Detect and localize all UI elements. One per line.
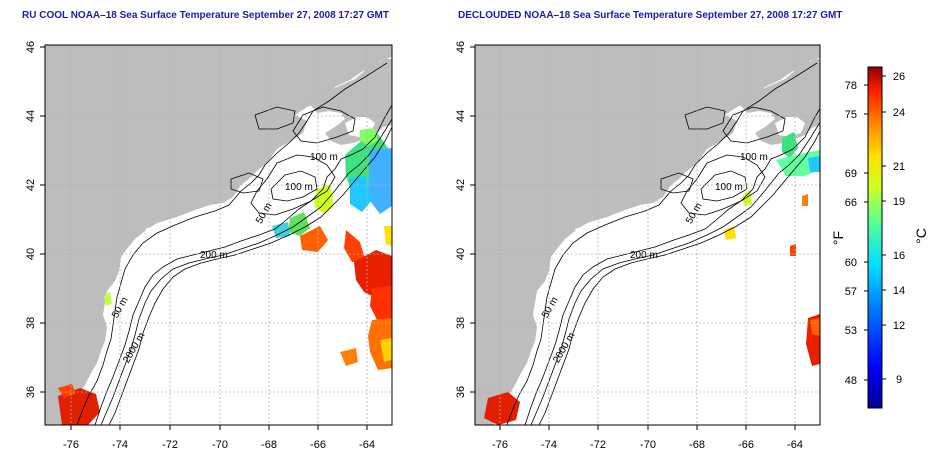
left-y-tick-label: 46: [25, 41, 37, 53]
left-y-tick-label: 38: [25, 317, 37, 329]
right-y-tick-label: 44: [455, 110, 467, 122]
right-x-tick-label: -74: [541, 439, 557, 451]
colorbar-fahrenheit-tick: 69: [845, 168, 857, 180]
right-sst-pixels: [484, 132, 820, 425]
left-y-axis: 46 44 42 40 38 36: [25, 41, 45, 398]
colorbar-fahrenheit-tick: 57: [845, 286, 857, 298]
colorbar-celsius-tick: 21: [893, 161, 905, 173]
left-map-frame: [44, 44, 393, 426]
right-x-tick-label: -68: [689, 439, 705, 451]
right-x-tick-label: -66: [738, 439, 754, 451]
celsius-unit-label: °C: [913, 228, 929, 244]
fahrenheit-unit-label: °F: [830, 231, 846, 245]
left-y-tick-label: 36: [25, 386, 37, 398]
left-map-title: RU COOL NOAA–18 Sea Surface Temperature …: [22, 10, 389, 21]
right-contour-label-100m-south: 100 m: [715, 182, 743, 193]
left-x-tick-label: -66: [310, 439, 326, 451]
left-x-tick-label: -76: [63, 439, 79, 451]
left-x-tick-label: -68: [261, 439, 277, 451]
right-y-tick-label: 42: [455, 179, 467, 191]
left-grid: [45, 45, 392, 425]
colorbar-celsius-tick: 19: [893, 196, 905, 208]
colorbar-fahrenheit-tick: 53: [845, 325, 857, 337]
left-map-panel: 100 m 100 m 50 m 200 m 50 m 2000 m -76 -…: [25, 41, 393, 451]
colorbar-fahrenheit-tick: 75: [845, 109, 857, 121]
colorbar-fahrenheit-tick: 48: [845, 375, 857, 387]
colorbar-celsius-tick: 14: [893, 285, 905, 297]
left-sst-pixels: [58, 128, 392, 425]
right-y-tick-label: 40: [455, 248, 467, 260]
colorbar-celsius-tick: 24: [893, 107, 905, 119]
left-x-tick-label: -74: [112, 439, 128, 451]
colorbar-fahrenheit-tick: 78: [845, 80, 857, 92]
right-y-tick-label: 38: [455, 317, 467, 329]
right-x-tick-label: -72: [590, 439, 606, 451]
left-y-tick-label: 44: [25, 110, 37, 122]
colorbar-celsius-tick: 16: [893, 250, 905, 262]
left-x-tick-label: -72: [162, 439, 178, 451]
left-contour-label-200m: 200 m: [200, 250, 228, 261]
right-contour-label-200m: 200 m: [630, 250, 658, 261]
temperature-colorbar: 78 75 69 66 60 57 53 48 26 24 21 19 16 1…: [830, 66, 929, 409]
colorbar-celsius-tick: 9: [896, 374, 902, 386]
right-x-tick-label: -76: [492, 439, 508, 451]
right-contour-label-100m-north: 100 m: [740, 152, 768, 163]
left-y-tick-label: 40: [25, 248, 37, 260]
right-y-axis: 46 44 42 40 38 36: [455, 41, 475, 398]
colorbar-celsius-tick: 12: [893, 320, 905, 332]
right-grid: [475, 45, 820, 425]
left-x-tick-label: -64: [359, 439, 375, 451]
left-contour-label-100m-south: 100 m: [285, 182, 313, 193]
right-y-tick-label: 46: [455, 41, 467, 53]
left-x-axis: -76 -74 -72 -70 -68 -66 -64: [63, 425, 375, 451]
right-x-tick-label: -64: [787, 439, 803, 451]
colorbar-fahrenheit-tick: 66: [845, 197, 857, 209]
right-x-tick-label: -70: [640, 439, 656, 451]
right-y-tick-label: 36: [455, 386, 467, 398]
colorbar-celsius-tick: 26: [893, 71, 905, 83]
left-x-tick-label: -70: [212, 439, 228, 451]
right-map-panel: 100 m 100 m 50 m 200 m 50 m 2000 m -76 -…: [455, 41, 821, 451]
left-y-tick-label: 42: [25, 179, 37, 191]
colorbar-gradient: [867, 66, 883, 409]
right-map-title: DECLOUDED NOAA–18 Sea Surface Temperatur…: [458, 10, 843, 21]
left-contour-label-100m-north: 100 m: [310, 152, 338, 163]
colorbar-fahrenheit-tick: 60: [845, 257, 857, 269]
right-x-axis: -76 -74 -72 -70 -68 -66 -64: [492, 425, 803, 451]
